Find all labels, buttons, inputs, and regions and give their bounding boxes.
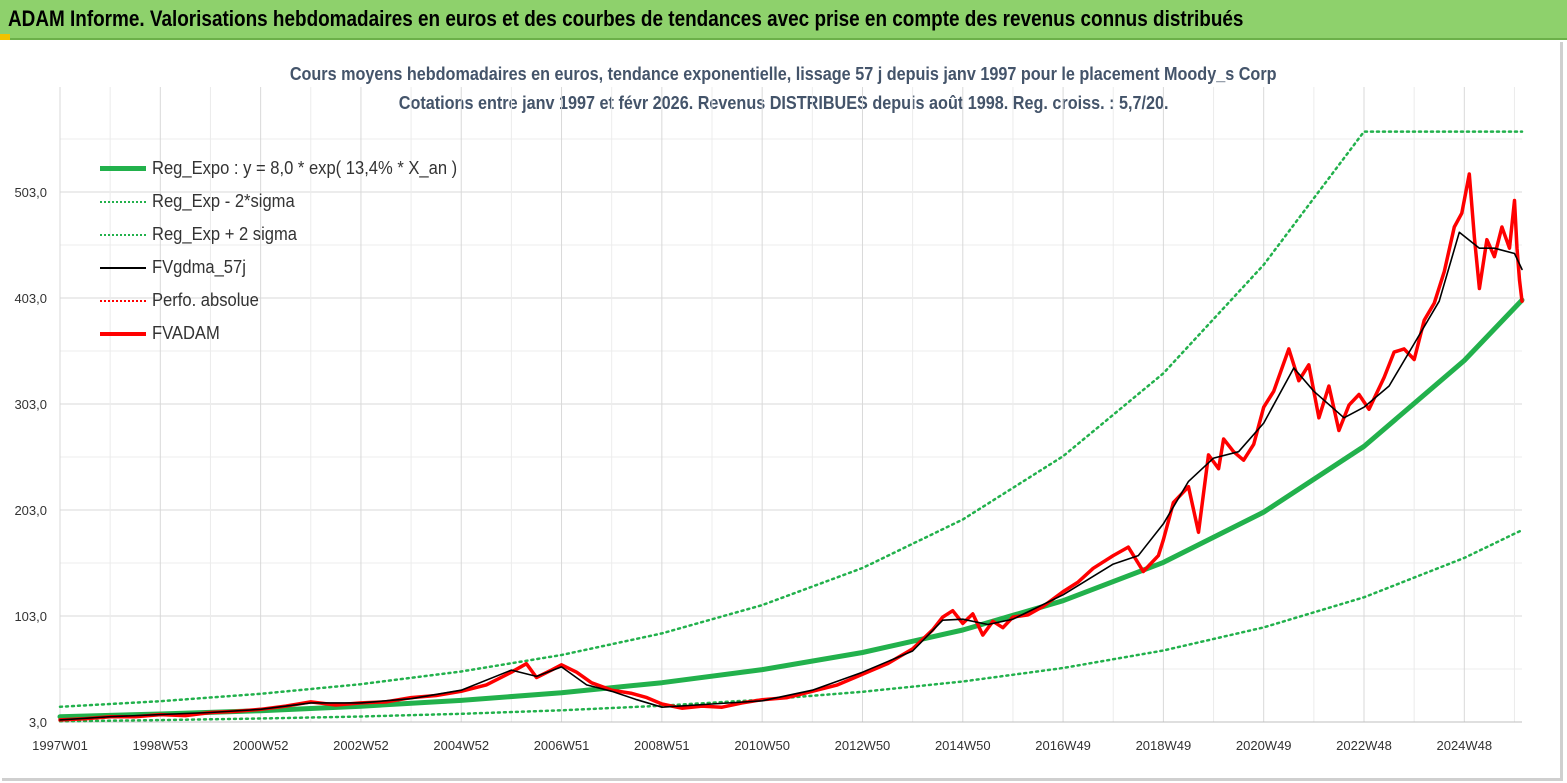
legend-entry: FVgdma_57j [100,251,484,284]
x-tick-label: 2012W50 [835,738,891,753]
y-tick-label: 303,0 [14,397,47,412]
legend-entry: Reg_Expo : y = 8,0 * exp( 13,4% * X_an ) [100,152,484,185]
x-tick-label: 2004W52 [433,738,489,753]
chart-title: Cours moyens hebdomadaires en euros, ten… [290,64,1277,84]
x-tick-label: 2010W50 [734,738,790,753]
x-tick-label: 2022W48 [1336,738,1392,753]
page-title: ADAM Informe. Valorisations hebdomadaire… [8,6,1244,31]
series-line-1 [58,528,1524,723]
legend-label: Reg_Expo : y = 8,0 * exp( 13,4% * X_an ) [152,158,458,178]
series-line-3 [59,231,1523,721]
x-tick-label: 2018W49 [1136,738,1192,753]
legend-swatch [100,266,146,269]
legend-swatch [100,166,146,171]
chart-series [57,130,1525,723]
y-tick-label: 103,0 [14,609,47,624]
chart-legend: Reg_Expo : y = 8,0 * exp( 13,4% * X_an )… [100,152,484,350]
x-tick-label: 2024W48 [1436,738,1492,753]
x-tick-label: 2008W51 [634,738,690,753]
legend-label: FVADAM [152,323,220,343]
chart-axes: 3,0 103,0 203,0 303,0 403,0 503,0 1997W01 1998W… [14,185,1522,753]
header-banner: ADAM Informe. Valorisations hebdomadaire… [0,0,1567,40]
legend-entry: Reg_Exp - 2*sigma [100,185,484,218]
legend-swatch [100,200,146,203]
x-tick-label: 2002W52 [333,738,389,753]
legend-entry: Perfo. absolue [100,284,484,317]
legend-label: Reg_Exp + 2 sigma [152,224,297,244]
x-tick-label: 2016W49 [1035,738,1091,753]
legend-label: Reg_Exp - 2*sigma [152,191,295,211]
x-tick-label: 2006W51 [534,738,590,753]
series-line-5 [58,172,1524,722]
x-tick-label: 1997W01 [32,738,88,753]
banner-corner-accent [0,34,10,40]
legend-swatch [100,299,146,302]
y-tick-label: 503,0 [14,185,47,200]
legend-swatch [100,233,146,236]
series-line-0 [57,297,1525,720]
legend-swatch [100,331,146,336]
series-line-2 [58,130,1524,709]
chart-frame [2,42,1563,781]
legend-label: Perfo. absolue [152,290,259,310]
legend-entry: FVADAM [100,317,484,350]
y-tick-label: 403,0 [14,291,47,306]
legend-entry: Reg_Exp + 2 sigma [100,218,484,251]
y-tick-label: 3,0 [29,715,47,730]
chart-subtitle: Cotations entre janv 1997 et févr 2026. … [398,93,1169,113]
x-tick-label: 1998W53 [132,738,188,753]
legend-label: FVgdma_57j [152,257,246,277]
y-tick-label: 203,0 [14,503,47,518]
x-tick-label: 2000W52 [233,738,289,753]
x-tick-label: 2020W49 [1236,738,1292,753]
x-tick-label: 2014W50 [935,738,991,753]
